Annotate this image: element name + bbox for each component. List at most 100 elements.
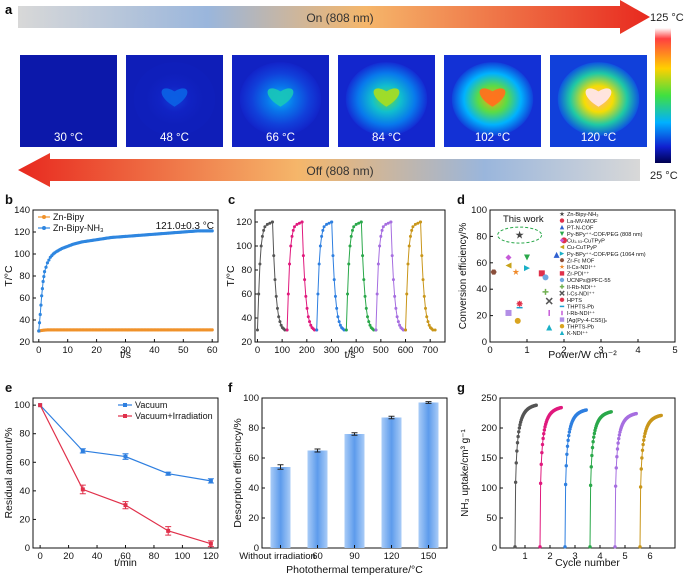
y-tick-label: 20	[241, 337, 252, 348]
uptake-point	[541, 436, 545, 441]
legend-label: Il-Cs-NDI⁺⁺	[567, 264, 596, 271]
uptake-curve-2	[539, 407, 562, 547]
bar-4	[381, 417, 402, 548]
thermal-image-4: 84 °C	[338, 55, 435, 147]
y-axis-label: T/°C	[225, 265, 237, 287]
cycle-point	[260, 234, 264, 238]
cycle-point	[257, 292, 261, 296]
cycle-point	[344, 328, 348, 332]
uptake-point	[616, 441, 620, 445]
cycle-point	[426, 320, 430, 324]
x-tick-label: 700	[422, 345, 438, 356]
uptake-point	[613, 545, 617, 549]
panel-g-chart: g 1 2 3 4 5 6 0 50 100 150 200 250 Cycle number NH₃ up…	[457, 380, 676, 569]
uptake-point	[638, 545, 642, 549]
cycle-line-1	[256, 221, 288, 331]
cycle-point	[259, 244, 263, 248]
legend-marker	[42, 226, 46, 230]
scatter-marker	[559, 330, 565, 335]
x-tick-label: 600	[398, 345, 414, 356]
scatter-marker	[559, 297, 565, 302]
panel-d-letter: d	[457, 192, 465, 207]
thermal-image-1: 30 °C	[20, 55, 117, 147]
cycle-point	[394, 306, 398, 310]
cycle-point	[322, 225, 326, 229]
uptake-point	[563, 482, 568, 487]
cycle-point	[421, 278, 425, 282]
scatter-marker	[553, 251, 560, 258]
chart-annotation: 121.0±0.3 °C	[156, 221, 214, 232]
uptake-point	[592, 435, 596, 439]
uptake-point	[588, 483, 593, 488]
cycle-point	[258, 262, 262, 266]
cycle-point	[278, 320, 282, 324]
x-tick-label: 60	[120, 551, 131, 562]
y-tick-label: 120	[236, 217, 252, 228]
scatter-marker	[538, 270, 545, 277]
x-axis-label: t/s	[120, 349, 131, 361]
uptake-point	[634, 411, 638, 416]
cycle-point	[416, 221, 420, 225]
uptake-point	[539, 462, 543, 467]
legend-label: La-MV-MOF	[567, 219, 598, 225]
cycle-point	[348, 244, 352, 248]
uptake-point	[534, 403, 538, 407]
uptake-point	[565, 452, 569, 457]
y-tick-label: 80	[241, 265, 252, 276]
y-tick-label: 40	[476, 284, 487, 295]
cycle-point	[381, 225, 385, 229]
cycle-point	[350, 228, 354, 232]
uptake-point	[638, 485, 643, 489]
uptake-point	[540, 442, 545, 447]
bar-2	[307, 450, 328, 548]
legend-label: I-Cs-NDI⁺⁺	[567, 290, 595, 297]
cycle-point	[337, 320, 341, 324]
uptake-point	[642, 438, 646, 442]
data-point	[44, 265, 48, 269]
x-tick-label: 120	[203, 551, 219, 562]
thermal-image-6: 120 °C	[550, 55, 647, 147]
cycle-point	[312, 328, 316, 332]
panel-e-chart: e 0 20 40 60 80 100 120 0 20 40 60 80 100 t/min Residua…	[3, 380, 219, 569]
y-tick-label: 120	[14, 227, 30, 238]
legend-label: Zr-PDI⁺⁺	[567, 271, 589, 278]
uptake-point	[543, 425, 547, 429]
scatter-marker	[559, 324, 565, 329]
scatter-marker	[559, 211, 565, 217]
uptake-point	[542, 432, 546, 436]
data-point	[208, 478, 213, 483]
y-tick-label: 80	[19, 271, 30, 282]
cycle-point	[347, 262, 351, 266]
uptake-point	[590, 453, 594, 458]
cycle-point	[389, 220, 393, 224]
x-tick-label: 50	[178, 345, 189, 356]
cycle-point	[410, 228, 414, 232]
cycle-point	[380, 228, 384, 232]
y-tick-label: 60	[19, 293, 30, 304]
y-tick-label: 150	[481, 453, 497, 464]
cycle-point	[289, 244, 293, 248]
data-point	[37, 321, 42, 325]
scatter-marker	[559, 225, 565, 230]
heart-shape	[585, 88, 612, 107]
y-tick-label: 100	[236, 241, 252, 252]
x-tick-label: 300	[324, 345, 340, 356]
cycle-point	[265, 222, 269, 226]
cycle-point	[359, 220, 363, 224]
x-axis-label: Photothermal temperature/°C	[286, 564, 423, 576]
scatter-marker	[512, 268, 520, 275]
uptake-curve-4	[589, 411, 612, 547]
data-point	[37, 329, 41, 333]
data-point	[42, 274, 46, 279]
scatter-marker	[524, 265, 530, 272]
y-tick-label: 60	[19, 457, 30, 468]
cycle-point	[309, 323, 313, 327]
error-bar	[425, 401, 432, 404]
cycle-point	[375, 292, 379, 296]
cycle-point	[391, 278, 395, 282]
legend-label: UCNPs@PFC-55	[567, 278, 611, 284]
cycle-point	[274, 294, 278, 298]
cycle-point	[279, 323, 283, 327]
legend-label: Vacuum+Irradiation	[135, 411, 213, 421]
legend-label: Cu-CuTPyP	[567, 245, 597, 251]
